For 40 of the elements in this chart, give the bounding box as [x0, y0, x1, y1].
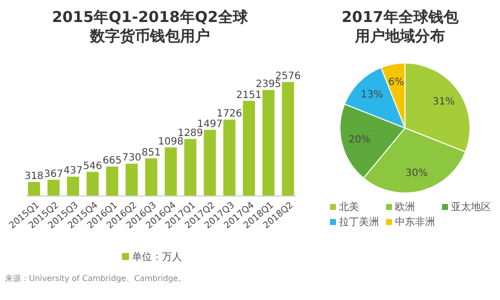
data-label: 367 [44, 168, 64, 180]
legend-label: 中东非洲 [395, 216, 435, 228]
bar [67, 176, 80, 196]
data-label: 437 [64, 166, 83, 177]
bar [47, 180, 60, 196]
data-label: 13% [360, 90, 384, 101]
bar [28, 182, 40, 196]
bar [204, 130, 216, 196]
bar [164, 147, 177, 196]
chart-title: 2017年全球钱包用户地域分布 [342, 8, 460, 45]
data-label: 1098 [158, 136, 184, 148]
data-label: 2395 [256, 79, 282, 90]
data-label: 1726 [216, 108, 242, 120]
legend-label: 亚太地区 [451, 201, 491, 213]
data-label: 30% [406, 168, 428, 180]
legend-label: 单位：万人 [132, 251, 182, 263]
data-label: 31% [432, 96, 455, 108]
data-label: 20% [348, 134, 371, 146]
bar [86, 172, 99, 196]
data-label: 2151 [236, 90, 262, 101]
bar [184, 138, 196, 196]
legend-label: 拉丁美洲 [339, 216, 379, 228]
bar [126, 164, 138, 196]
data-label: 730 [122, 152, 142, 164]
data-label: 851 [142, 147, 161, 158]
bar [223, 120, 236, 196]
data-label: 665 [102, 156, 122, 167]
data-label: 546 [83, 160, 102, 172]
bar [242, 100, 255, 196]
data-label: 6% [388, 76, 404, 88]
legend-label: 北美 [339, 201, 359, 213]
chart-title: 2015年Q1-2018年Q2全球数字货币钱包用户 [52, 8, 250, 45]
bar [106, 166, 118, 196]
bar [262, 90, 275, 196]
source-note: 来源：University of Cambridge、Cambridge。 [5, 274, 186, 283]
bar [282, 82, 294, 196]
data-label: 1497 [197, 118, 223, 130]
data-label: 318 [24, 170, 44, 182]
legend-label: 欧洲 [395, 201, 415, 213]
bar [145, 158, 158, 196]
